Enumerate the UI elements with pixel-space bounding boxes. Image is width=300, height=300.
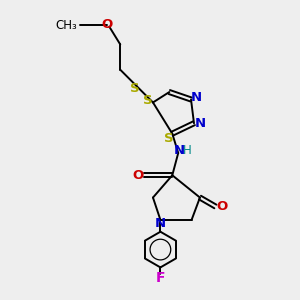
- Text: S: S: [164, 132, 173, 145]
- Text: N: N: [155, 217, 166, 230]
- Text: F: F: [156, 272, 165, 285]
- Text: N: N: [191, 91, 202, 103]
- Text: S: S: [143, 94, 152, 106]
- Text: O: O: [132, 169, 143, 182]
- Text: O: O: [101, 18, 112, 31]
- Text: H: H: [183, 144, 191, 157]
- Text: S: S: [130, 82, 140, 95]
- Text: N: N: [173, 144, 184, 157]
- Text: O: O: [216, 200, 228, 213]
- Text: N: N: [194, 117, 206, 130]
- Text: CH₃: CH₃: [56, 19, 77, 32]
